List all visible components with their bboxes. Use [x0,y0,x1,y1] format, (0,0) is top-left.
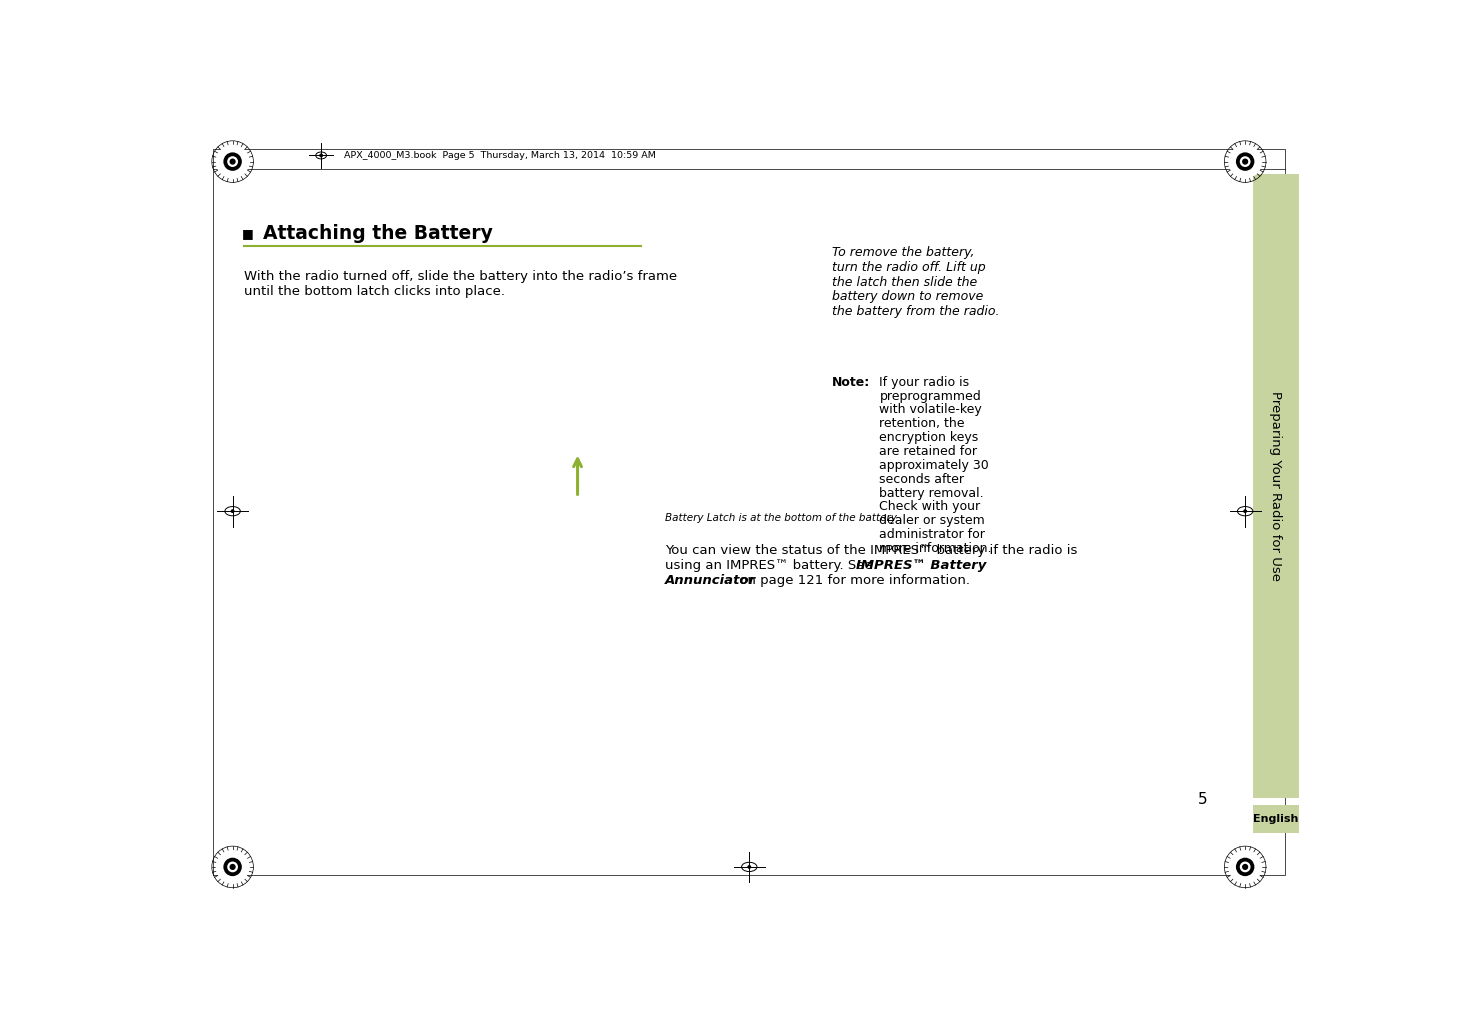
Circle shape [1235,152,1254,171]
Text: Preparing Your Radio for Use: Preparing Your Radio for Use [1269,391,1282,580]
Circle shape [230,158,235,165]
Text: battery down to remove: battery down to remove [832,290,982,303]
Text: approximately 30: approximately 30 [880,459,990,472]
Text: With the radio turned off, slide the battery into the radio’s frame: With the radio turned off, slide the bat… [244,270,677,284]
Circle shape [230,864,235,870]
Ellipse shape [319,154,323,157]
Text: Annunciator: Annunciator [665,574,756,588]
Text: IMPRES™ Battery: IMPRES™ Battery [857,559,987,572]
Circle shape [224,152,241,171]
Text: Check with your: Check with your [880,500,981,514]
Text: encryption keys: encryption keys [880,432,978,444]
Circle shape [227,861,238,872]
Text: ■: ■ [243,227,254,240]
Ellipse shape [747,865,751,869]
Text: preprogrammed: preprogrammed [880,390,981,402]
Circle shape [1228,145,1262,178]
Text: retention, the: retention, the [880,417,965,431]
Text: You can view the status of the IMPRES™ battery if the radio is: You can view the status of the IMPRES™ b… [665,544,1077,556]
Ellipse shape [1243,510,1247,514]
Circle shape [216,145,250,178]
Text: using an IMPRES™ battery. See: using an IMPRES™ battery. See [665,559,877,572]
Circle shape [1240,861,1250,872]
Text: Attaching the Battery: Attaching the Battery [263,224,493,243]
Text: the battery from the radio.: the battery from the radio. [832,305,999,318]
Ellipse shape [231,510,234,514]
Text: more information.: more information. [880,542,991,555]
Text: administrator for: administrator for [880,528,985,541]
Text: seconds after: seconds after [880,473,965,485]
Bar [1253,805,1300,833]
Text: Note:: Note: [832,376,870,389]
Circle shape [216,850,250,884]
Text: APX_4000_M3.book  Page 5  Thursday, March 13, 2014  10:59 AM: APX_4000_M3.book Page 5 Thursday, March … [344,151,656,160]
Circle shape [227,156,238,167]
Text: on page 121 for more information.: on page 121 for more information. [734,574,969,588]
Circle shape [1240,156,1250,167]
Text: Battery Latch is at the bottom of the battery.: Battery Latch is at the bottom of the ba… [665,513,899,523]
Circle shape [1243,158,1249,165]
Text: with volatile-key: with volatile-key [880,403,982,416]
Text: are retained for: are retained for [880,445,978,458]
Text: the latch then slide the: the latch then slide the [832,276,977,289]
Bar [1253,174,1300,797]
Text: turn the radio off. Lift up: turn the radio off. Lift up [832,261,985,274]
Text: If your radio is: If your radio is [880,376,969,389]
Text: 5: 5 [1197,792,1208,806]
Text: dealer or system: dealer or system [880,515,985,527]
Circle shape [1235,858,1254,876]
Text: until the bottom latch clicks into place.: until the bottom latch clicks into place… [244,285,506,298]
Circle shape [224,858,241,876]
Text: English: English [1253,814,1298,825]
Circle shape [1228,850,1262,884]
Text: To remove the battery,: To remove the battery, [832,246,974,259]
Text: battery removal.: battery removal. [880,486,984,499]
Circle shape [1243,864,1249,870]
